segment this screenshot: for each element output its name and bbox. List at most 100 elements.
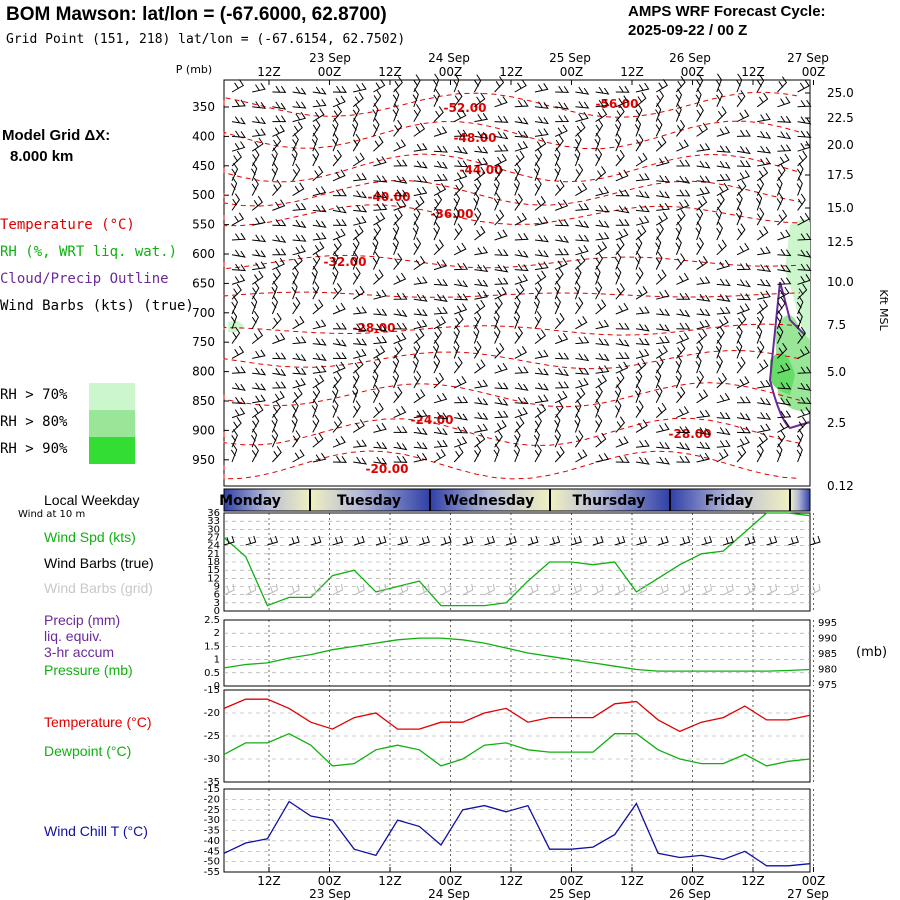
wind-barb — [292, 378, 306, 389]
bottom-time-label: 12Z — [378, 874, 402, 888]
wind-barb — [514, 274, 528, 285]
wind-tick-label: 0 — [214, 606, 220, 617]
wind-barb — [715, 206, 722, 226]
weekday-label: Thursday — [573, 493, 646, 509]
wind-barb — [736, 109, 750, 123]
wind-barb — [676, 199, 690, 211]
wind-barb — [474, 113, 489, 123]
temperature-contour — [223, 204, 801, 227]
wind-barb — [252, 82, 266, 93]
wind-barb — [554, 280, 561, 300]
wind-barb — [614, 384, 622, 403]
top-time-label: 12Z — [741, 65, 765, 79]
wind-barb — [756, 226, 769, 241]
wind-barb — [352, 152, 365, 167]
wind-barb — [696, 293, 711, 302]
wind-barb — [555, 85, 570, 93]
wind-barb — [514, 212, 527, 226]
wind-barb — [332, 189, 347, 197]
wind-barb — [332, 118, 339, 137]
wind-barb — [736, 396, 751, 404]
wind-barb — [252, 349, 266, 359]
wind-barb — [534, 329, 546, 344]
wind-barb — [231, 116, 246, 125]
wind-barb — [796, 429, 804, 448]
temperature-contour-label: -36.00 — [431, 207, 474, 221]
chill-tick-label: -50 — [204, 857, 220, 868]
wind-barb-grid — [419, 583, 430, 596]
wind-barb — [392, 103, 399, 122]
wind-barb — [615, 352, 630, 359]
temperature-contour-label: -52.00 — [444, 101, 487, 115]
weekday-segment — [790, 489, 810, 511]
wind-barb — [534, 414, 542, 433]
wind-barb — [777, 153, 790, 167]
wind-barb — [534, 261, 549, 271]
wind-barb — [271, 429, 279, 448]
wind-tick-label: 6 — [214, 590, 220, 601]
wind-barb — [635, 337, 650, 346]
wind-barb — [736, 356, 746, 374]
wind-barb-true — [375, 535, 387, 546]
legend-temperature: Temperature (°C) — [0, 217, 135, 233]
wind-barb — [736, 376, 750, 389]
wind-barb — [474, 412, 489, 420]
wind-barb — [574, 147, 581, 167]
wind-barb — [716, 355, 723, 374]
forecast-cycle-label: AMPS WRF Forecast Cycle: — [628, 3, 826, 20]
temperature-contour — [223, 350, 801, 370]
wind-barb — [494, 153, 507, 167]
wind-barb-true — [267, 535, 279, 546]
wind-barb — [292, 353, 307, 362]
wind-barb — [574, 133, 582, 152]
wind-barb — [474, 290, 489, 300]
wind-barb-grid — [245, 583, 257, 596]
wind-barb — [777, 397, 792, 406]
wind-barb — [696, 427, 711, 436]
wind-barb — [311, 399, 318, 418]
wind-barb — [433, 439, 448, 448]
wind-barb — [797, 212, 810, 226]
wind-barb — [494, 164, 503, 182]
wind-barb — [454, 303, 468, 315]
wind-barb — [736, 129, 751, 137]
wind-barb — [555, 115, 570, 123]
wind-barb-grid — [267, 583, 278, 596]
chill-tick-label: -30 — [204, 815, 220, 826]
wind-barb — [433, 355, 441, 374]
wind-barb — [372, 369, 379, 389]
pressure-tick-label: 0.5 — [204, 668, 220, 679]
wind-barb — [533, 162, 541, 181]
wind-barb — [353, 338, 368, 346]
wind-barb — [413, 409, 428, 419]
wind-barb — [757, 145, 772, 154]
legend-rh70: RH > 70% — [0, 387, 68, 403]
wind-barb — [292, 182, 305, 197]
wind-barb-grid — [744, 583, 756, 596]
rh90-swatch — [89, 437, 135, 464]
wind-barb-grid — [592, 583, 604, 596]
wind-barb — [373, 336, 388, 345]
wind-barb — [231, 295, 239, 315]
legend-wind-barbs-grid: Wind Barbs (grid) — [44, 580, 153, 596]
wind-barb — [797, 407, 811, 419]
wind-barb — [534, 444, 542, 463]
wind-barb-true — [354, 535, 365, 546]
wind-barb — [615, 455, 630, 463]
chill-tick-label: -40 — [204, 836, 220, 847]
wind-barb-true — [614, 535, 626, 546]
wind-barb — [473, 191, 480, 211]
wind-barb — [231, 416, 242, 433]
wind-barb — [777, 248, 792, 257]
wind-barb — [614, 118, 622, 137]
wind-barb — [575, 220, 590, 228]
wind-barb — [413, 308, 428, 317]
wind-barb — [432, 339, 440, 359]
wind-barb — [695, 221, 702, 241]
wind-barb — [777, 419, 790, 433]
wind-barb — [291, 147, 298, 167]
wind-barb — [332, 302, 346, 315]
wind-barb — [392, 236, 399, 255]
wind-barb — [493, 192, 501, 211]
top-date-label: 24 Sep — [428, 51, 470, 65]
